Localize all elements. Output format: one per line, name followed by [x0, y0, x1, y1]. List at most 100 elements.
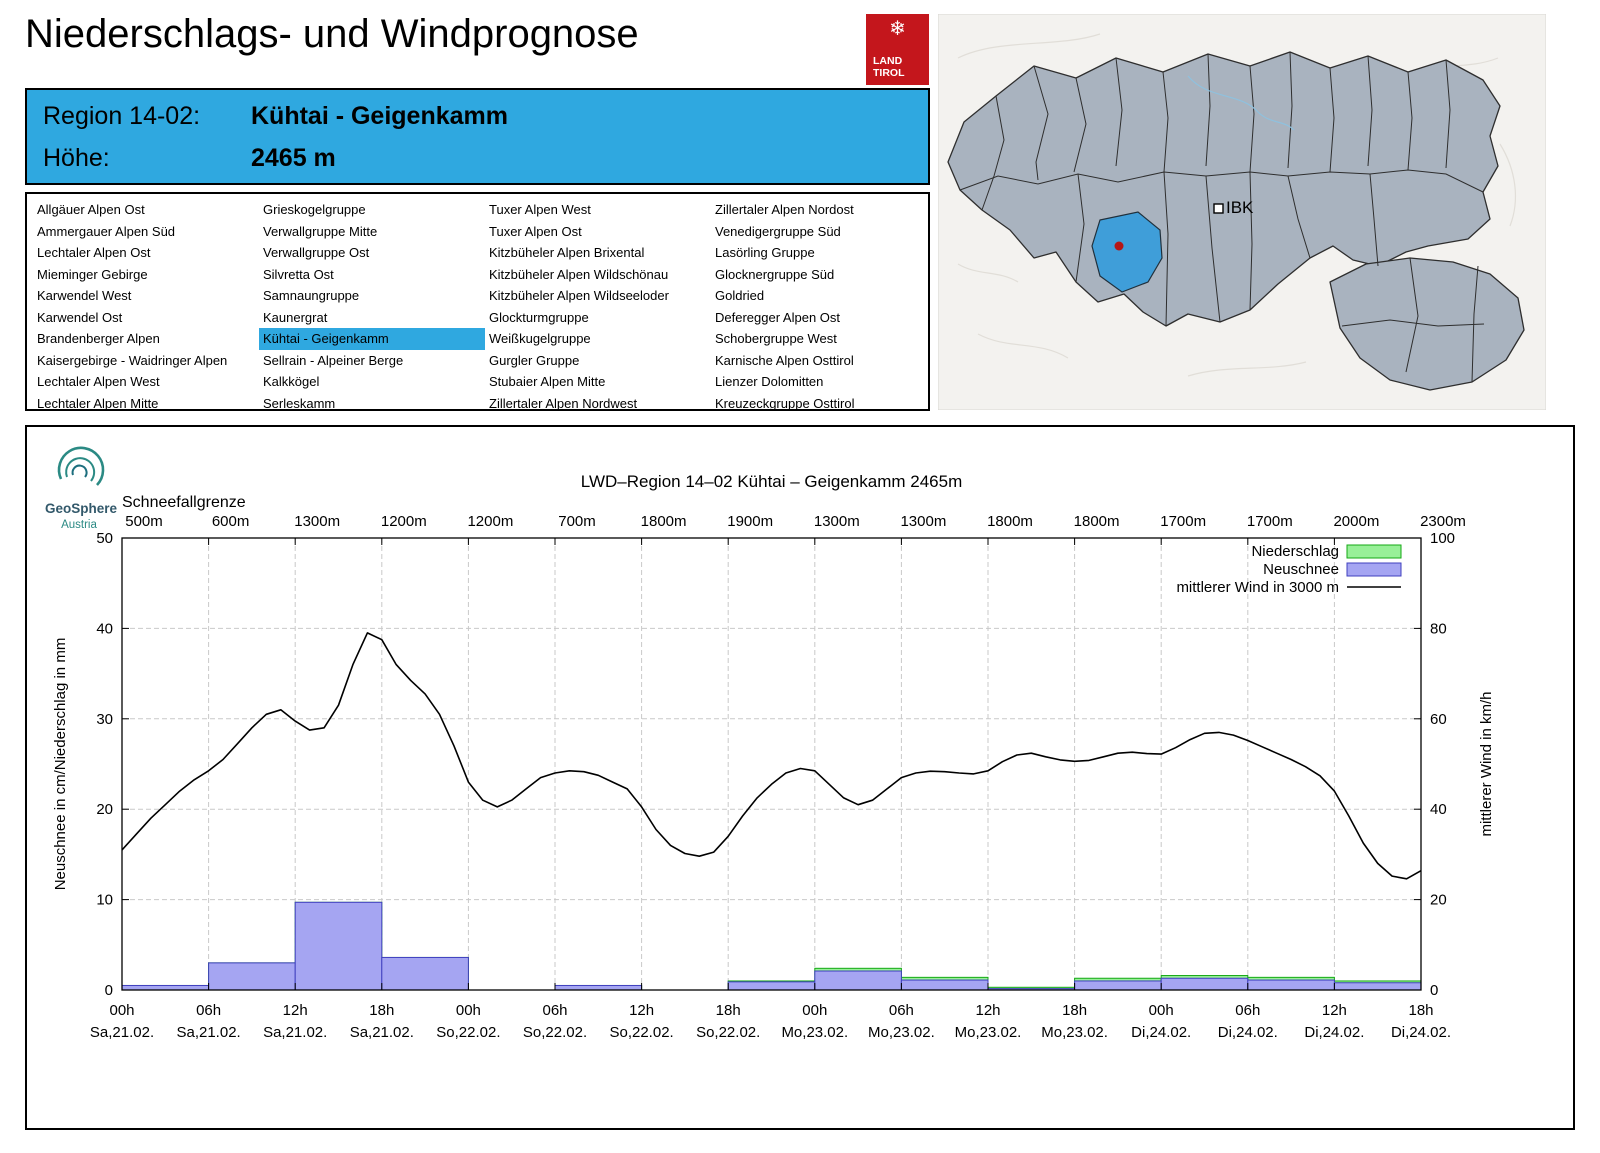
x-tick-date-label: Di,24.02. [1391, 1024, 1451, 1041]
y-right-tick-label: 100 [1430, 530, 1455, 547]
region-list-item[interactable]: Verwallgruppe Ost [263, 245, 370, 260]
x-tick-date-label: So,22.02. [696, 1024, 760, 1041]
map-station-dot [1114, 241, 1124, 251]
region-list-item[interactable]: Schobergruppe West [715, 331, 837, 346]
region-list-item[interactable]: Ammergauer Alpen Süd [37, 223, 176, 239]
x-tick-date-label: Di,24.02. [1304, 1024, 1364, 1041]
region-list-item[interactable]: Kitzbüheler Alpen Wildseeloder [489, 288, 669, 303]
region-list-item[interactable]: Zillertaler Alpen Nordost [715, 202, 854, 217]
page-title: Niederschlags- und Windprognose [25, 12, 639, 56]
region-list-item[interactable]: Glocknergruppe Süd [715, 266, 835, 282]
x-tick-date-label: Sa,21.02. [263, 1024, 327, 1041]
region-column: Tuxer Alpen West Tuxer Alpen Ost Kitzbühel… [485, 199, 711, 411]
map-river [1187, 75, 1295, 131]
neuschnee-bar [554, 984, 643, 991]
region-list-item[interactable]: Kreuzeckgruppe Osttirol [715, 395, 855, 411]
region-list-item[interactable]: Kaisergebirge - Waidringer Alpen [37, 352, 228, 368]
region-list-item[interactable]: Tuxer Alpen West [489, 202, 591, 217]
geosphere-name: GeoSphere [45, 501, 118, 516]
forecast-chart: LWD–Region 14–02 Kühtai – Geigenkamm 246… [45, 446, 1495, 1041]
snowline-value: 1900m [727, 513, 773, 530]
tirol-map: IBK [937, 13, 1547, 411]
region-list-item[interactable]: Kitzbüheler Alpen Brixental [489, 245, 645, 260]
region-list-item[interactable]: Karwendel Ost [37, 309, 123, 325]
neuschnee-bar [1333, 982, 1422, 991]
plot-border [121, 537, 1422, 991]
altitude-label: Höhe: [43, 144, 110, 172]
map-north-tirol[interactable] [947, 51, 1501, 327]
snowline-value: 1700m [1247, 513, 1293, 530]
snowline-value: 500m [125, 513, 163, 530]
y-right-axis-title: mittlerer Wind in km/h [1478, 691, 1495, 836]
y-left-tick-label: 40 [96, 620, 113, 637]
snowline-value: 1800m [1074, 513, 1120, 530]
region-list-item[interactable]: Gurgler Gruppe [489, 352, 580, 368]
snowline-label: Schneefallgrenze [122, 494, 246, 511]
region-list-item[interactable]: Lechtaler Alpen West [37, 374, 160, 389]
region-list-item[interactable]: Deferegger Alpen Ost [715, 309, 841, 325]
region-list: Allgäuer Alpen Ost Ammergauer Alpen Süd Le… [25, 192, 930, 411]
region-list-item[interactable]: Serleskamm [263, 395, 336, 411]
geosphere-logo-icon [65, 457, 96, 482]
region-list-item[interactable]: Samnaungruppe [263, 288, 360, 303]
region-list-item-selected[interactable]: Kühtai - Geigenkamm [259, 328, 485, 350]
region-list-item[interactable]: Venedigergruppe Süd [715, 223, 841, 239]
region-list-item[interactable]: Lasörling Gruppe [715, 245, 815, 260]
region-column: Allgäuer Alpen Ost Ammergauer Alpen Süd Le… [33, 199, 259, 411]
region-list-item[interactable]: Sellrain - Alpeiner Berge [263, 352, 404, 368]
region-column: Zillertaler Alpen Nordost Venedigergruppe… [711, 199, 926, 411]
y-left-tick-label: 10 [96, 892, 113, 909]
legend-label: mittlerer Wind in 3000 m [1176, 579, 1339, 596]
snowline-value: 2000m [1333, 513, 1379, 530]
snowline-value: 600m [212, 513, 250, 530]
region-list-item[interactable]: Weißkugelgruppe [489, 331, 591, 346]
y-right-tick-label: 40 [1430, 801, 1447, 818]
region-list-item[interactable]: Zillertaler Alpen Nordwest [489, 395, 638, 411]
neuschnee-bar [900, 979, 989, 991]
region-list-item[interactable]: Stubaier Alpen Mitte [489, 374, 606, 389]
region-list-item[interactable]: Glockturmgruppe [489, 309, 589, 325]
x-tick-hour-label: 06h [889, 1002, 914, 1019]
x-tick-hour-label: 12h [629, 1002, 654, 1019]
region-list-item[interactable]: Grieskogelgruppe [263, 202, 366, 217]
region-list-item[interactable]: Kalkkögel [263, 374, 320, 389]
region-list-item[interactable]: Karwendel West [37, 288, 132, 303]
region-list-item[interactable]: Kitzbüheler Alpen Wildschönau [489, 266, 669, 282]
region-list-item[interactable]: Lienzer Dolomitten [715, 374, 824, 389]
map-region-selected[interactable] [1091, 211, 1163, 293]
map-ibk-marker [1213, 203, 1224, 214]
region-list-item[interactable]: Mieminger Gebirge [37, 266, 148, 282]
legend-swatch [1346, 562, 1402, 577]
region-list-item[interactable]: Karnische Alpen Osttirol [715, 352, 854, 368]
region-list-item[interactable]: Lechtaler Alpen Mitte [37, 395, 159, 411]
y-right-tick-label: 60 [1430, 711, 1447, 728]
altitude-row: Höhe: 2465 m [43, 144, 336, 173]
neuschnee-bar [727, 981, 816, 991]
legend-swatch [1346, 544, 1402, 559]
region-list-item[interactable]: Kaunergrat [263, 309, 328, 325]
chart-title: LWD–Region 14–02 Kühtai – Geigenkamm 246… [581, 472, 962, 491]
region-column: Grieskogelgruppe Verwallgruppe Mitte Verwa… [259, 199, 485, 411]
x-tick-hour-label: 12h [975, 1002, 1000, 1019]
region-label: Region 14-02: [43, 102, 201, 130]
neuschnee-bar [121, 984, 210, 991]
region-list-item[interactable]: Goldried [715, 288, 765, 303]
region-list-item[interactable]: Verwallgruppe Mitte [263, 223, 378, 239]
x-tick-hour-label: 18h [716, 1002, 741, 1019]
x-tick-hour-label: 00h [456, 1002, 481, 1019]
tirol-map-svg: IBK [937, 13, 1547, 411]
region-list-item[interactable]: Allgäuer Alpen Ost [37, 202, 145, 217]
snowline-value: 700m [558, 513, 596, 530]
region-list-item[interactable]: Lechtaler Alpen Ost [37, 245, 151, 260]
land-tirol-logo: ❄ LAND TIROL [866, 14, 929, 85]
y-left-tick-label: 50 [96, 530, 113, 547]
legend-label: Niederschlag [1251, 543, 1339, 560]
region-row: Region 14-02: Kühtai - Geigenkamm [43, 102, 508, 131]
geosphere-logo-icon [57, 446, 105, 486]
region-list-item[interactable]: Brandenberger Alpen [37, 331, 160, 346]
region-list-item[interactable]: Tuxer Alpen Ost [489, 223, 582, 239]
y-left-tick-label: 20 [96, 801, 113, 818]
x-tick-date-label: So,22.02. [523, 1024, 587, 1041]
region-list-item[interactable]: Silvretta Ost [263, 266, 334, 282]
